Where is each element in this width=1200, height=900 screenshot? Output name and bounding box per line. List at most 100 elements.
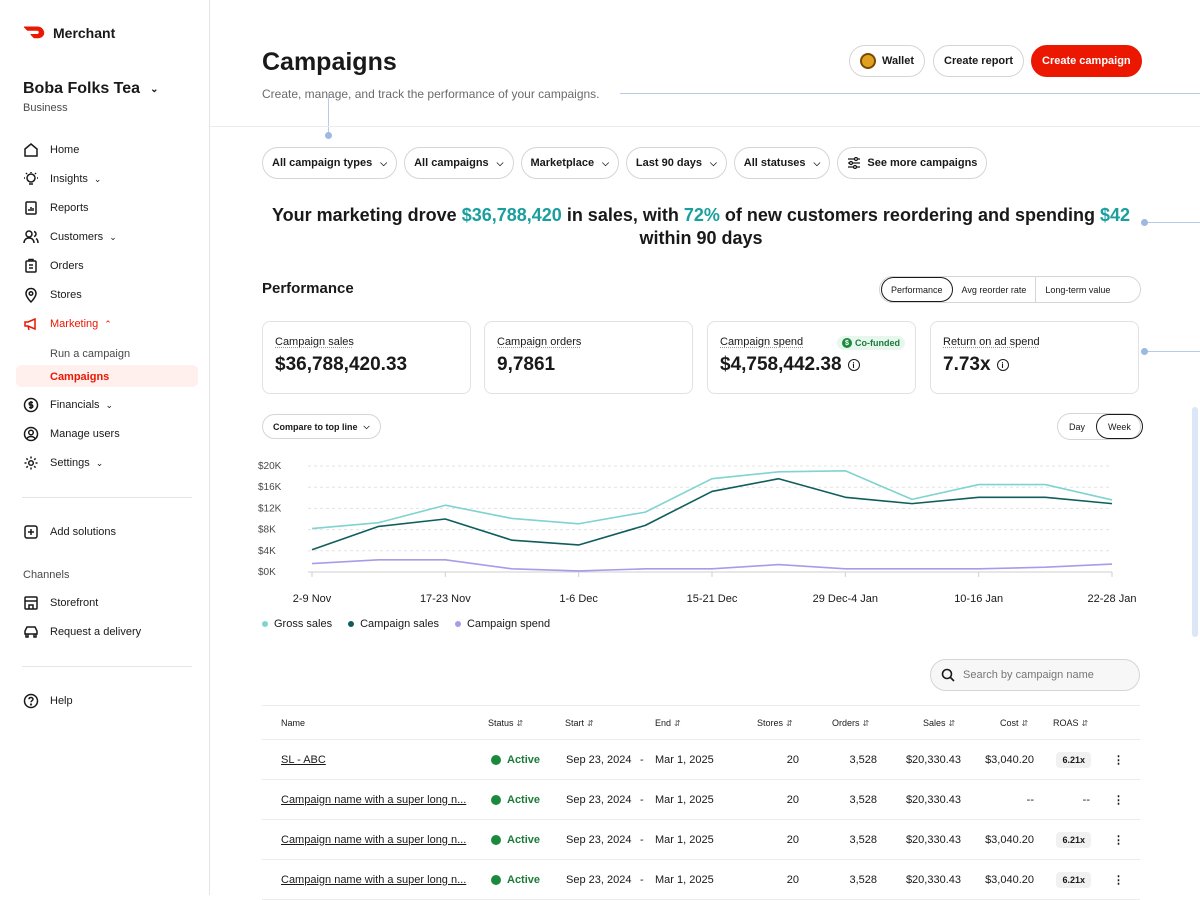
campaign-name-link[interactable]: SL - ABC <box>281 754 326 766</box>
sidebar-item-label: Help <box>50 695 73 707</box>
scrollbar[interactable] <box>1192 407 1198 637</box>
sidebar-item-manage-users[interactable]: Manage users <box>22 423 120 445</box>
orders-count: 3,528 <box>849 754 877 766</box>
campaign-name-link[interactable]: Campaign name with a super long n... <box>281 834 466 846</box>
annotation-dot <box>1141 348 1148 355</box>
more-options-icon[interactable]: ⋮ <box>1113 793 1124 806</box>
campaign-name-link[interactable]: Campaign name with a super long n... <box>281 794 466 806</box>
sidebar-subitem-campaigns[interactable]: Campaigns <box>50 371 109 383</box>
compare-dropdown[interactable]: Compare to top line ⌵ <box>262 414 381 439</box>
sidebar-item-label: Financials <box>50 399 100 411</box>
more-options-icon[interactable]: ⋮ <box>1113 833 1124 846</box>
tab-performance[interactable]: Performance <box>881 277 953 302</box>
filter-date-range[interactable]: Last 90 days ⌵ <box>626 147 727 179</box>
sidebar-item-financials[interactable]: Financials ⌄ <box>22 394 113 416</box>
col-sales[interactable]: Sales ⇵ <box>923 718 955 728</box>
metric-label[interactable]: Return on ad spend <box>943 336 1126 348</box>
sort-icon: ⇵ <box>674 719 681 728</box>
legend-item[interactable]: Campaign sales <box>348 618 439 630</box>
table-row[interactable]: Campaign name with a super long n... Acti… <box>262 780 1140 820</box>
sidebar-item-settings[interactable]: Settings ⌄ <box>22 452 103 474</box>
cost-value: $3,040.20 <box>985 834 1034 846</box>
x-tick-label: 10-16 Jan <box>954 593 1003 605</box>
col-end[interactable]: End ⇵ <box>655 718 681 728</box>
sort-icon: ⇵ <box>1022 719 1029 728</box>
chart-legend: Gross sales Campaign sales Campaign spend <box>262 618 550 630</box>
tab-avg-reorder-rate[interactable]: Avg reorder rate <box>953 277 1036 302</box>
header-divider <box>210 126 1200 127</box>
dollar-badge-icon: $ <box>842 338 852 348</box>
metric-label[interactable]: Campaign sales <box>275 336 458 348</box>
legend-dot-icon <box>455 621 461 627</box>
annotation-dot <box>1141 219 1148 226</box>
filter-channel[interactable]: Marketplace ⌵ <box>521 147 619 179</box>
col-name[interactable]: Name <box>281 718 305 728</box>
col-stores[interactable]: Stores ⇵ <box>757 718 793 728</box>
sort-icon: ⇵ <box>517 719 524 728</box>
metric-value: 9,7861 <box>497 354 555 376</box>
y-tick-label: $12K <box>258 503 282 514</box>
sort-icon: ⇵ <box>863 719 870 728</box>
col-roas[interactable]: ROAS ⇵ <box>1053 718 1088 728</box>
toggle-day[interactable]: Day <box>1058 414 1096 439</box>
sidebar-item-storefront[interactable]: Storefront <box>22 592 98 614</box>
table-row[interactable]: SL - ABC Active Sep 23, 2024- Mar 1, 2025 20… <box>262 740 1140 780</box>
status-badge: Active <box>491 834 540 846</box>
date-separator: - <box>640 874 644 886</box>
create-campaign-button[interactable]: Create campaign <box>1031 45 1142 77</box>
table-row[interactable]: Campaign name with a super long n... Acti… <box>262 860 1140 900</box>
sidebar-item-marketing[interactable]: Marketing ⌃ <box>22 313 112 335</box>
header-label: Cost <box>1000 718 1019 728</box>
create-report-button[interactable]: Create report <box>933 45 1024 77</box>
sidebar-subitem-run-campaign[interactable]: Run a campaign <box>50 348 130 360</box>
col-start[interactable]: Start ⇵ <box>565 718 594 728</box>
wallet-coin-icon <box>860 53 876 69</box>
sidebar-item-customers[interactable]: Customers ⌄ <box>22 226 117 248</box>
sidebar-item-request-delivery[interactable]: Request a delivery <box>22 621 141 643</box>
campaign-search[interactable]: Search by campaign name <box>930 659 1140 691</box>
sidebar-item-orders[interactable]: Orders <box>22 255 84 277</box>
filter-label: Marketplace <box>531 157 595 169</box>
legend-item[interactable]: Gross sales <box>262 618 332 630</box>
col-cost[interactable]: Cost ⇵ <box>1000 718 1028 728</box>
sidebar-item-home[interactable]: Home <box>22 139 79 161</box>
table-row[interactable]: Campaign name with a super long n... Acti… <box>262 820 1140 860</box>
col-status[interactable]: Status ⇵ <box>488 718 523 728</box>
info-icon[interactable]: i <box>997 359 1009 371</box>
see-more-campaigns-button[interactable]: See more campaigns <box>837 147 987 179</box>
filter-campaign-types[interactable]: All campaign types ⌵ <box>262 147 397 179</box>
chevron-down-icon: ⌵ <box>710 158 717 169</box>
more-options-icon[interactable]: ⋮ <box>1113 753 1124 766</box>
brand-logo[interactable]: Merchant <box>23 25 115 41</box>
help-icon <box>22 692 40 710</box>
car-icon <box>22 623 40 641</box>
start-date: Sep 23, 2024 <box>566 874 631 886</box>
more-options-icon[interactable]: ⋮ <box>1113 873 1124 886</box>
header-label: Start <box>565 718 584 728</box>
see-more-label: See more campaigns <box>867 157 977 169</box>
legend-dot-icon <box>262 621 268 627</box>
campaign-name-link[interactable]: Campaign name with a super long n... <box>281 874 466 886</box>
filter-campaigns[interactable]: All campaigns ⌵ <box>404 147 513 179</box>
info-icon[interactable]: i <box>848 359 860 371</box>
legend-item[interactable]: Campaign spend <box>455 618 550 630</box>
filter-bar: All campaign types ⌵ All campaigns ⌵ Marke… <box>262 147 987 179</box>
filter-status[interactable]: All statuses ⌵ <box>734 147 831 179</box>
sidebar-item-stores[interactable]: Stores <box>22 284 82 306</box>
sidebar-item-add-solutions[interactable]: Add solutions <box>22 521 116 543</box>
tab-long-term-value[interactable]: Long-term value <box>1036 277 1119 302</box>
sidebar-item-reports[interactable]: Reports <box>22 197 89 219</box>
metric-label[interactable]: Campaign orders <box>497 336 680 348</box>
toggle-week[interactable]: Week <box>1096 414 1143 439</box>
sidebar-item-help[interactable]: Help <box>22 690 73 712</box>
sidebar-item-insights[interactable]: Insights ⌄ <box>22 168 101 190</box>
orders-count: 3,528 <box>849 834 877 846</box>
x-tick-label: 15-21 Dec <box>687 593 738 605</box>
wallet-button[interactable]: Wallet <box>849 45 925 77</box>
end-date: Mar 1, 2025 <box>655 754 714 766</box>
account-switcher[interactable]: Boba Folks Tea ⌄ Business <box>23 80 158 114</box>
badge-label: Co-funded <box>855 338 900 348</box>
stores-count: 20 <box>787 754 799 766</box>
orders-count: 3,528 <box>849 794 877 806</box>
col-orders[interactable]: Orders ⇵ <box>832 718 869 728</box>
